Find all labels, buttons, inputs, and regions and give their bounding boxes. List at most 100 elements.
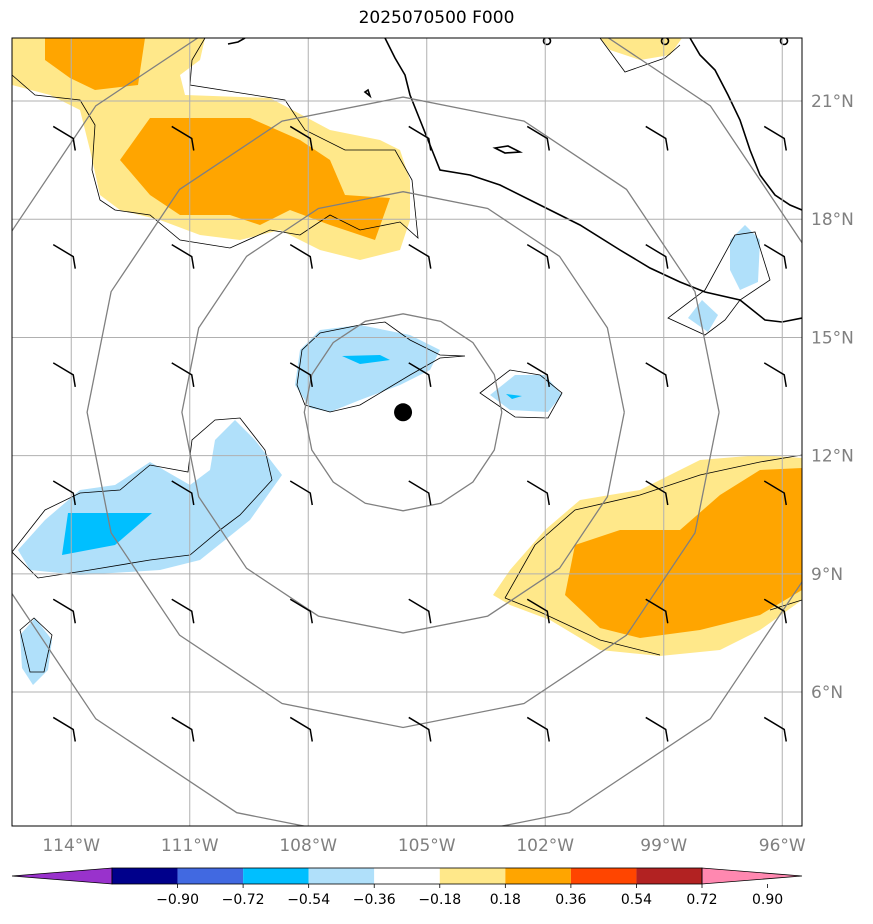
- wind-barb: [289, 716, 313, 742]
- graticule: [12, 38, 802, 826]
- island-4: [660, 38, 670, 46]
- longitude-tick-label: 111°W: [161, 836, 219, 856]
- positive-anomaly-ne: [600, 38, 682, 60]
- wind-barb: [763, 480, 787, 506]
- colorbar-bin: [243, 868, 309, 884]
- wind-barb: [763, 362, 787, 387]
- negative-anomaly-coast: [688, 300, 718, 332]
- wind-barb: [289, 125, 313, 151]
- colorbar-extend-low: [11, 867, 113, 885]
- colorbar-tick-label: −0.72: [222, 892, 265, 908]
- colorbar-bin: [308, 868, 375, 884]
- island-2: [492, 145, 523, 154]
- map-title: 2025070500 F000: [358, 8, 515, 28]
- wind-barb: [289, 362, 313, 387]
- map-frame: [11, 37, 803, 827]
- longitude-tick-label: 99°W: [640, 836, 687, 856]
- outline-west: [12, 417, 273, 579]
- range-ring-2: [181, 191, 625, 634]
- range-rings: [12, 38, 802, 826]
- wind-barb: [52, 125, 76, 151]
- wind-barb: [408, 243, 432, 269]
- wind-barb: [289, 480, 313, 506]
- outline-east: [479, 369, 563, 419]
- wind-barb: [645, 362, 669, 387]
- positive-anomaly-nw-core-2: [120, 118, 390, 240]
- negative-anomaly-east-core: [506, 394, 522, 399]
- latitude-tick-label: 6°N: [811, 683, 843, 703]
- shaded-field-layer: [12, 38, 802, 685]
- island-3: [542, 38, 552, 46]
- island-5: [779, 38, 789, 46]
- wind-barb: [171, 716, 195, 742]
- colorbar-frame: [111, 867, 703, 885]
- coastline-mainland: [384, 38, 802, 323]
- colorbar-bin: [439, 868, 506, 884]
- wind-barb: [289, 243, 313, 269]
- wind-barb: [526, 480, 550, 506]
- outline-ne: [599, 38, 681, 73]
- wind-barb: [52, 243, 76, 269]
- outline-nw: [12, 38, 419, 249]
- latitude-tick-label: 21°N: [811, 92, 854, 112]
- wind-barb: [645, 243, 669, 269]
- wind-barb: [408, 598, 432, 624]
- latitude-tick-label: 15°N: [811, 328, 854, 348]
- colorbar-bin: [374, 868, 440, 884]
- wind-barb: [52, 598, 76, 624]
- colorbar-bin: [112, 868, 178, 884]
- colorbar-tick-label: 0.18: [490, 892, 521, 908]
- wind-barb: [52, 480, 76, 506]
- wind-barb: [526, 362, 550, 387]
- longitude-tick-label: 108°W: [279, 836, 337, 856]
- wind-barb: [763, 716, 787, 742]
- wind-barb: [52, 716, 76, 742]
- wind-barb: [408, 480, 432, 506]
- colorbar-bin: [636, 868, 702, 884]
- longitude-tick-label: 102°W: [516, 836, 574, 856]
- negative-anomaly-west: [18, 420, 282, 575]
- wind-barb: [289, 598, 313, 624]
- longitude-tick-label: 114°W: [42, 836, 100, 856]
- negative-anomaly-center: [295, 325, 440, 412]
- storm-center-marker: [394, 403, 413, 422]
- range-ring-4: [12, 38, 802, 826]
- wind-barbs: [52, 125, 787, 742]
- colorbar-bin: [505, 868, 571, 884]
- colorbar-tick-label: 0.36: [555, 892, 586, 908]
- latitude-labels: 21°N 18°N 15°N 12°N 9°N 6°N: [811, 92, 854, 703]
- wind-barb: [526, 243, 550, 269]
- longitude-labels: 114°W 111°W 108°W 105°W 102°W 99°W 96°W: [42, 836, 806, 856]
- wind-barb: [408, 716, 432, 742]
- colorbar-tick-label: −0.18: [418, 892, 461, 908]
- coastline-upper: [689, 38, 802, 211]
- colorbar-tick-label: −0.36: [353, 892, 396, 908]
- wind-barb: [763, 243, 787, 269]
- colorbar-tick-label: 0.72: [686, 892, 717, 908]
- wind-barb: [408, 125, 432, 151]
- longitude-tick-label: 105°W: [398, 836, 456, 856]
- positive-anomaly-se-core: [565, 468, 802, 638]
- negative-anomaly-west-core: [62, 513, 152, 555]
- wind-barb: [171, 125, 195, 151]
- positive-anomaly-nw-core: [45, 38, 145, 90]
- latitude-tick-label: 9°N: [811, 565, 843, 585]
- colorbar-tick-label: 0.54: [621, 892, 652, 908]
- island-1: [363, 88, 372, 99]
- wind-barb: [526, 716, 550, 742]
- range-ring-1: [303, 313, 503, 512]
- negative-anomaly-far-west: [20, 618, 52, 685]
- colorbar-tick-label: −0.90: [156, 892, 199, 908]
- wind-barb: [52, 362, 76, 387]
- wind-barb: [171, 480, 195, 506]
- colorbar-tick-label: −0.54: [287, 892, 330, 908]
- colorbar-extend-high: [701, 867, 803, 885]
- outline-far-west: [19, 617, 53, 673]
- negative-anomaly-center-core: [342, 355, 390, 364]
- range-ring-3: [86, 96, 720, 729]
- coastline-baja: [227, 38, 246, 45]
- colorbar: −0.90 −0.72 −0.54 −0.36 −0.18 0.18 0.36 0.54 0.7…: [11, 867, 803, 908]
- wind-barb: [408, 362, 432, 387]
- longitude-tick-label: 96°W: [759, 836, 806, 856]
